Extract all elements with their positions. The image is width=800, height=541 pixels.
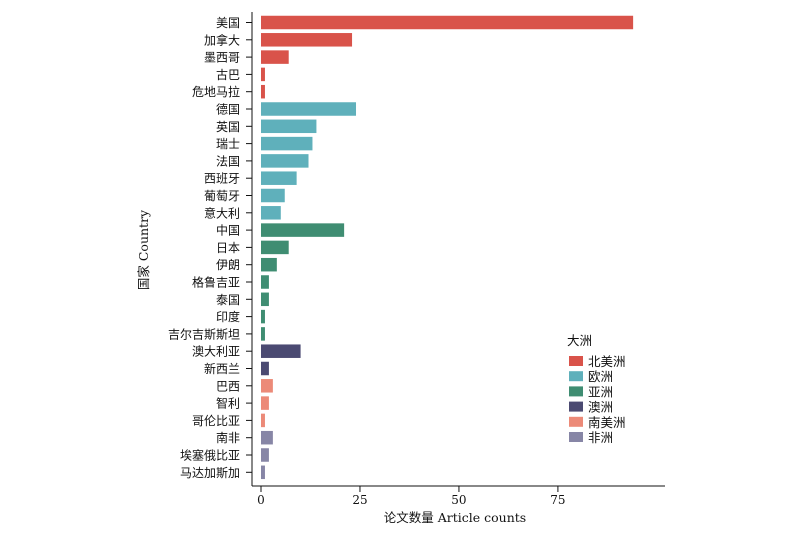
y-tick-label: 意大利: [204, 205, 240, 220]
bar: [261, 448, 269, 462]
y-tick-label: 中国: [216, 223, 240, 238]
bar: [261, 119, 317, 134]
y-tick-label: 瑞士: [216, 137, 240, 151]
y-axis-title: 国家 Country: [136, 209, 151, 290]
y-tick-label: 墨西哥: [204, 51, 240, 65]
y-tick-label: 葡萄牙: [204, 189, 240, 203]
y-tick-label: 古巴: [216, 67, 240, 82]
bar: [261, 327, 265, 341]
y-tick-label: 伊朗: [216, 258, 240, 272]
y-tick-label: 格鲁吉亚: [192, 275, 240, 290]
y-tick-label: 英国: [216, 120, 240, 134]
y-tick-labels: 美国加拿大墨西哥古巴危地马拉德国英国瑞士法国西班牙葡萄牙意大利中国日本伊朗格鲁吉…: [168, 16, 252, 480]
bar: [261, 309, 265, 324]
y-tick-label: 印度: [216, 309, 240, 324]
y-tick-label: 哥伦比亚: [192, 413, 240, 428]
y-tick-label: 埃塞俄比亚: [180, 448, 240, 463]
legend-label: 欧洲: [588, 369, 613, 384]
legend-swatch: [569, 371, 583, 382]
y-tick-label: 美国: [216, 16, 240, 30]
legend-label: 亚洲: [588, 384, 613, 399]
bar: [261, 67, 265, 82]
y-tick-label: 吉尔吉斯斯坦: [168, 326, 240, 341]
y-tick-label: 马达加斯加: [180, 466, 240, 480]
legend-label: 北美洲: [588, 354, 626, 369]
y-tick-label: 加拿大: [204, 32, 240, 47]
x-tick-label: 75: [550, 493, 565, 507]
y-tick-label: 泰国: [216, 293, 240, 307]
x-tick-label: 25: [352, 493, 367, 507]
bar: [261, 275, 269, 289]
bar: [261, 413, 265, 428]
bar: [261, 430, 273, 445]
bar: [261, 361, 269, 376]
y-tick-label: 南非: [216, 430, 240, 445]
legend-swatch: [569, 356, 583, 366]
y-tick-label: 法国: [216, 154, 240, 168]
bar: [261, 344, 301, 358]
legend-swatch: [569, 401, 583, 412]
bar: [261, 171, 297, 185]
y-tick-label: 澳大利亚: [192, 345, 240, 359]
bar: [261, 223, 345, 237]
bar: [261, 136, 313, 151]
bar: [261, 292, 269, 307]
bar: [261, 188, 285, 203]
y-tick-label: 德国: [216, 102, 240, 117]
legend-title: 大洲: [567, 333, 592, 348]
x-tick-label: 50: [451, 493, 466, 507]
y-tick-label: 危地马拉: [192, 84, 240, 99]
bar: [261, 84, 265, 99]
bar: [261, 50, 289, 64]
y-tick-label: 新西兰: [204, 361, 240, 376]
x-tick-labels: 0 25 50 75: [257, 486, 566, 507]
legend-swatch: [569, 386, 583, 397]
legend-label: 澳洲: [588, 400, 613, 415]
x-axis-title: 论文数量 Article counts: [384, 510, 526, 525]
legend-label: 非洲: [588, 430, 613, 445]
bar: [261, 396, 269, 410]
bar: [261, 15, 634, 30]
bar: [261, 206, 281, 220]
bar: [261, 379, 273, 393]
y-tick-label: 日本: [216, 241, 240, 255]
legend-swatch: [569, 416, 583, 427]
legend-label: 南美洲: [588, 415, 626, 430]
y-tick-label: 智利: [216, 396, 240, 411]
bar: [261, 465, 265, 480]
y-tick-label: 巴西: [216, 379, 240, 393]
bar: [261, 154, 309, 168]
x-tick-label: 0: [257, 493, 265, 507]
y-tick-label: 西班牙: [204, 172, 240, 186]
bar: [261, 33, 353, 47]
bar: [261, 240, 289, 255]
legend-swatch: [569, 432, 583, 442]
bar: [261, 257, 277, 272]
bar: [261, 102, 357, 116]
bars-layer: [261, 15, 634, 480]
